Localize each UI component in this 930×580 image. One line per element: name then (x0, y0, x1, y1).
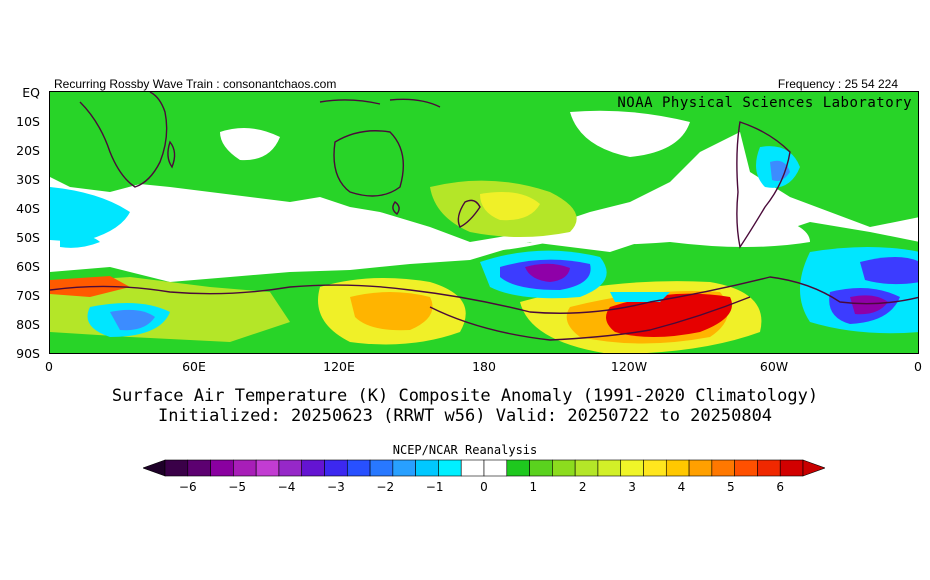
cyan-south-atlantic (50, 187, 130, 242)
lat-label-60s: 60S (16, 259, 40, 274)
colorbar-swatch (233, 459, 257, 477)
lon-label-120w: 120W (610, 359, 648, 374)
lat-label-20s: 20S (16, 143, 40, 158)
lat-label-40s: 40S (16, 201, 40, 216)
tasmania-coast (392, 201, 400, 215)
indonesia-coast (319, 98, 441, 108)
colorbar-swatch (415, 459, 439, 477)
colorbar-swatch (210, 459, 234, 477)
colorbar-swatch (574, 459, 599, 477)
colorbar-swatch (369, 459, 394, 477)
anomaly-map-svg (50, 92, 918, 353)
colorbar-swatch (324, 459, 348, 477)
colorbar-tick-label: −5 (228, 480, 246, 494)
green-band-tropics (50, 92, 918, 242)
colorbar-swatch (529, 459, 553, 477)
colorbar (143, 459, 825, 477)
colorbar-swatch (734, 459, 758, 477)
colorbar-tick-label: −3 (327, 480, 345, 494)
colorbar-tick-label: 1 (529, 480, 538, 494)
colorbar-swatch (301, 459, 325, 477)
colorbar-tick-label: 5 (727, 480, 735, 494)
antarctica-inner-coast (429, 296, 751, 341)
lat-label-eq: EQ (22, 85, 40, 100)
colorbar-swatch (711, 459, 735, 477)
madagascar-coast (167, 140, 176, 169)
anomaly-map: NOAA Physical Sciences Laboratory (49, 91, 919, 354)
purple-pacific-core (525, 263, 570, 282)
colorbar-swatch (460, 459, 485, 477)
lon-label-120e: 120E (323, 359, 355, 374)
colorbar-swatch (483, 459, 508, 477)
header-frequency-text: Frequency : 25 54 224 (777, 77, 898, 91)
white-pacific-gap (570, 110, 690, 157)
lon-label-60w: 60W (759, 359, 789, 374)
africa-coast (79, 92, 168, 188)
colorbar-swatch (506, 459, 530, 477)
colorbar-swatch (665, 459, 690, 477)
purple-weddell (850, 295, 888, 315)
colorbar-swatch (597, 459, 622, 477)
coastlines (50, 92, 918, 341)
colorbar-swatch (620, 459, 644, 477)
colorbar-tick-label: 3 (628, 480, 636, 494)
colorbar-tick-label: −6 (178, 480, 197, 494)
lat-label-50s: 50S (16, 230, 40, 245)
colorbar-swatch (392, 459, 416, 477)
australia-coast (333, 130, 404, 197)
negative-anomaly-fill (50, 146, 918, 337)
lab-label: NOAA Physical Sciences Laboratory (617, 95, 912, 111)
lat-label-10s: 10S (16, 114, 40, 129)
lon-label-60e: 60E (182, 359, 206, 374)
header-source-text: Recurring Rossby Wave Train : consonantc… (54, 77, 337, 91)
antarctica-coast (50, 276, 918, 314)
colorbar-tick-label: 2 (578, 480, 587, 494)
colorbar-tick-label: 6 (776, 480, 785, 494)
colorbar-swatch (688, 459, 713, 477)
colorbar-swatch (278, 459, 303, 477)
yellow-nz-core (480, 191, 540, 221)
colorbar-swatch (187, 459, 211, 477)
colorbar-swatch (757, 459, 781, 477)
lat-label-80s: 80S (16, 317, 40, 332)
colorbar-tick-label: 0 (480, 480, 488, 494)
colorbar-swatch (552, 459, 576, 477)
lat-label-70s: 70S (16, 288, 40, 303)
lon-label-0: 0 (45, 359, 53, 374)
colorbar-swatch (255, 459, 280, 477)
colorbar-swatch (643, 459, 667, 477)
cyan-left-top (60, 235, 100, 248)
colorbar-tick-label: −4 (277, 480, 296, 494)
lon-label-180: 180 (472, 359, 496, 374)
white-indian-gap (220, 128, 280, 161)
colorbar-swatch (779, 459, 804, 477)
colorbar-tick-label: −2 (376, 480, 395, 494)
positive-anomaly-fill (50, 92, 918, 353)
map-title-line2: Initialized: 20250623 (RRWT w56) Valid: … (157, 406, 773, 426)
map-title-line1: Surface Air Temperature (K) Composite An… (111, 386, 819, 406)
white-southern-ocean-gap (122, 212, 810, 257)
blue-east-atlantic (860, 257, 918, 285)
orange-antarctic-mid (350, 292, 433, 331)
cyan-east-pacific-strip (610, 292, 670, 302)
lat-label-90s: 90S (16, 346, 40, 361)
lat-label-30s: 30S (16, 172, 40, 187)
colorbar-swatch (438, 459, 462, 477)
blue-subantarctic-left (110, 309, 155, 331)
colorbar-swatch (164, 459, 189, 477)
south-america-coast (736, 121, 791, 249)
lon-label-0-right: 0 (914, 359, 922, 374)
colorbar-right-arrow (802, 459, 825, 477)
colorbar-left-arrow (143, 459, 166, 477)
colorbar-tick-label: −1 (425, 480, 444, 494)
colorbar-tick-label: 4 (677, 480, 686, 494)
colorbar-swatch (346, 459, 371, 477)
blue-south-america (770, 160, 790, 181)
data-source-label: NCEP/NCAR Reanalysis (392, 443, 538, 457)
nz-coast (457, 199, 481, 228)
neutral-fill (122, 110, 810, 257)
